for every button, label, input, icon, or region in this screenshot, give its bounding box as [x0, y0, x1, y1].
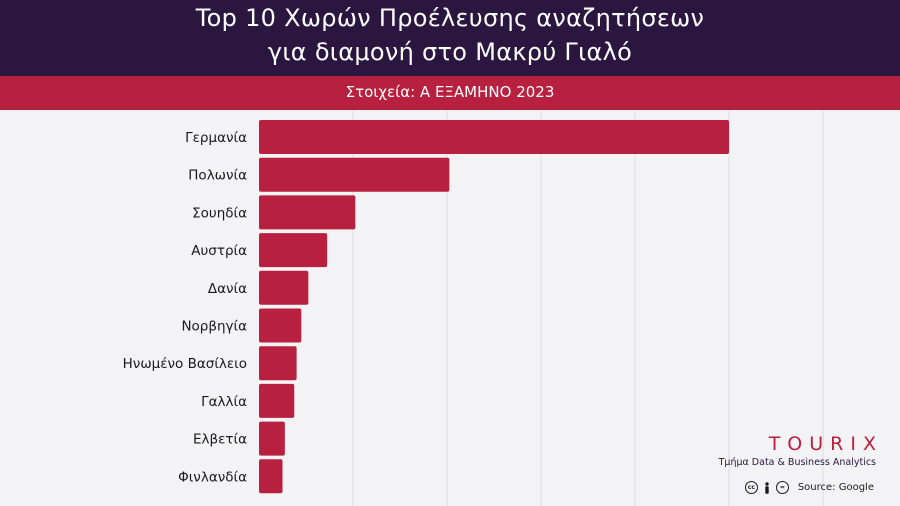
category-label: Ηνωμένο Βασίλειο — [123, 356, 247, 372]
brand-logo: TOURIX — [768, 433, 883, 455]
category-label: Σουηδία — [192, 205, 247, 221]
source-line: cc = Source: Google — [744, 481, 874, 494]
chart-subtitle: Στοιχεία: Α ΕΞΑΜΗΝΟ 2023 — [345, 83, 555, 101]
bar — [259, 120, 729, 154]
category-label: Φινλανδία — [178, 469, 247, 485]
by-icon — [765, 481, 769, 494]
category-label: Δανία — [208, 281, 247, 297]
category-label: Νορβηγία — [181, 319, 247, 335]
nd-icon: = — [775, 481, 789, 494]
bar — [259, 270, 309, 305]
category-label: Γαλλία — [201, 394, 247, 410]
chart-title-line-2: για διαμονή στο Μακρύ Γιαλό — [267, 38, 633, 66]
chart-bars — [259, 120, 729, 494]
category-label: Ελβετία — [193, 432, 247, 448]
category-label: Αυστρία — [191, 243, 247, 259]
category-labels: Γερμανία Πολωνία Σουηδία Αυστρία Δανία Νορβηγ… — [123, 130, 247, 485]
brand-block: TOURIX Τμήμα Data & Business Analytics — [676, 433, 876, 468]
bar — [259, 459, 283, 494]
chart-header: Top 10 Χωρών Προέλευσης αναζητήσεων για … — [0, 0, 900, 76]
bar — [259, 383, 295, 418]
bar — [259, 308, 302, 343]
category-label: Γερμανία — [185, 130, 247, 146]
bar-chart: Γερμανία Πολωνία Σουηδία Αυστρία Δανία Νορβηγ… — [123, 110, 824, 506]
category-label: Πολωνία — [188, 168, 247, 184]
source-text: Source: Google — [797, 482, 874, 493]
brand-department: Τμήμα Data & Business Analytics — [718, 457, 876, 468]
chart-subtitle-bar: Στοιχεία: Α ΕΞΑΜΗΝΟ 2023 — [0, 76, 900, 110]
bar — [259, 157, 450, 192]
bar — [259, 233, 328, 268]
bar — [259, 346, 297, 381]
cc-icon: cc — [744, 481, 758, 494]
bar — [259, 421, 285, 456]
bar — [259, 195, 356, 230]
chart-title-line-1: Top 10 Χωρών Προέλευσης αναζητήσεων — [195, 4, 705, 32]
